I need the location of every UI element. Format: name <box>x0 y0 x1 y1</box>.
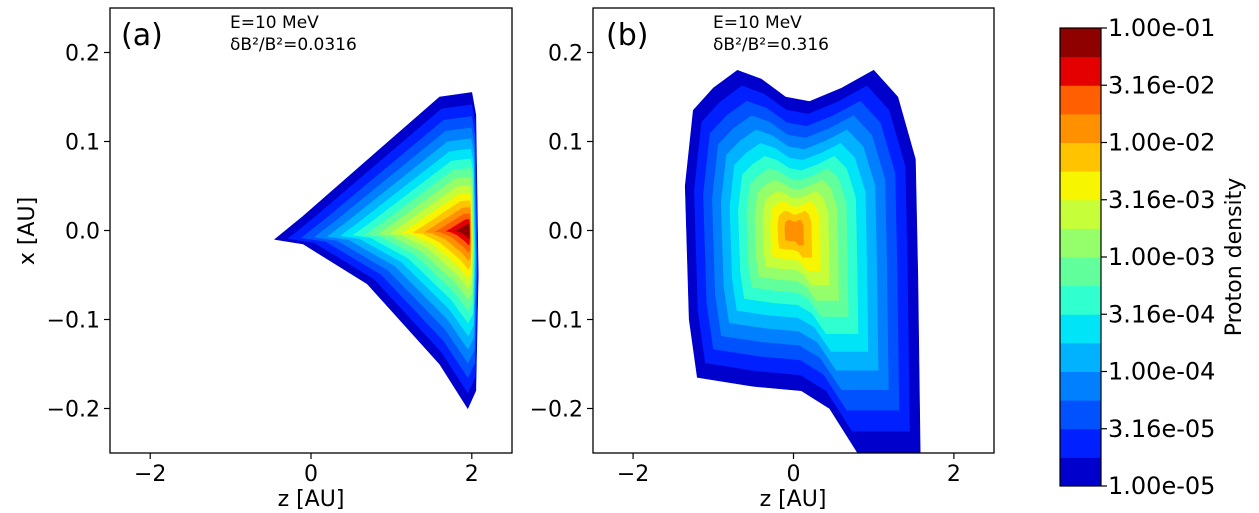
panel-b-energy-annotation: E=10 MeV <box>713 13 802 33</box>
colorbar-level-11 <box>1060 171 1101 201</box>
panel-b-turbulence-annotation: δB²/B²=0.316 <box>713 35 829 55</box>
colorbar-level-4 <box>1060 371 1101 401</box>
colorbar-level-1 <box>1060 457 1101 487</box>
panel-b-density-map <box>684 69 921 453</box>
panel-a-contour-level-16 <box>455 224 470 239</box>
panel-a-ytick-label: −0.1 <box>47 309 100 334</box>
colorbar-label: Proton density <box>1222 178 1247 337</box>
panel-a-energy-annotation: E=10 MeV <box>230 13 319 33</box>
panel-b-yticks: 0.2 0.1 0.0 −0.1 −0.2 <box>530 42 593 423</box>
colorbar-tick-label: 3.16e-03 <box>1108 186 1215 214</box>
colorbar-tick-label: 3.16e-02 <box>1108 71 1215 99</box>
panel-a-ytick-label: 0.0 <box>65 220 100 245</box>
panel-a-xtick-label: 2 <box>465 462 479 487</box>
colorbar-level-10 <box>1060 199 1101 229</box>
panel-a-turbulence-annotation: δB²/B²=0.0316 <box>230 35 357 55</box>
colorbar-level-7 <box>1060 285 1101 315</box>
colorbar-levels <box>1060 28 1101 487</box>
panel-b-ytick-label: 0.1 <box>548 131 583 156</box>
panel-b-xtick-label: −2 <box>617 462 649 487</box>
colorbar-level-8 <box>1060 257 1101 287</box>
colorbar-level-5 <box>1060 342 1101 372</box>
panel-a-ylabel: x [AU] <box>15 197 40 265</box>
panel-a-ytick-label: 0.2 <box>65 42 100 67</box>
colorbar-level-13 <box>1060 113 1101 143</box>
colorbar-level-3 <box>1060 400 1101 430</box>
colorbar-tick-label: 1.00e-05 <box>1108 472 1215 500</box>
panel-a-density-map <box>274 92 479 410</box>
panel-b-ytick-label: −0.1 <box>530 309 583 334</box>
panel-b-xtick-label: 2 <box>947 462 961 487</box>
panel-b-contour-level-13 <box>784 219 804 246</box>
colorbar-tick-label: 1.00e-04 <box>1108 358 1215 386</box>
panel-a-label: (a) <box>121 18 163 53</box>
colorbar-tick-label: 1.00e-01 <box>1108 14 1215 42</box>
colorbar-level-2 <box>1060 428 1101 458</box>
panel-a-xticks: −2 0 2 <box>134 453 479 487</box>
colorbar-tick-label: 3.16e-05 <box>1108 415 1215 443</box>
panel-b-ytick-label: 0.2 <box>548 42 583 67</box>
colorbar-tick-label: 3.16e-04 <box>1108 300 1215 328</box>
colorbar-ticks: 1.00e-01 3.16e-02 1.00e-02 3.16e-03 1.00e-03… <box>1101 14 1215 500</box>
panel-a-yticks: 0.2 0.1 0.0 −0.1 −0.2 <box>47 42 110 423</box>
panel-a: −2 0 2 0.2 0.1 0.0 −0.1 −0.2 (a) E=10 MeV δB²/… <box>15 7 513 512</box>
colorbar-level-14 <box>1060 85 1101 115</box>
colorbar-level-16 <box>1060 28 1101 58</box>
colorbar-level-15 <box>1060 56 1101 86</box>
panel-b-xticks: −2 0 2 <box>617 453 961 487</box>
panel-b-ytick-label: −0.2 <box>530 398 583 423</box>
panel-a-contour-level-15 <box>445 219 471 246</box>
panel-a-ytick-label: 0.1 <box>65 131 100 156</box>
colorbar-level-12 <box>1060 142 1101 172</box>
panel-b-xtick-label: 0 <box>787 462 801 487</box>
panel-a-xtick-label: 0 <box>304 462 318 487</box>
colorbar-tick-label: 1.00e-03 <box>1108 243 1215 271</box>
panel-a-xlabel: z [AU] <box>278 487 345 512</box>
panel-b-ytick-label: 0.0 <box>548 220 583 245</box>
panel-a-ytick-label: −0.2 <box>47 398 100 423</box>
colorbar-level-6 <box>1060 314 1101 344</box>
colorbar: 1.00e-01 3.16e-02 1.00e-02 3.16e-03 1.00e-03… <box>1059 14 1247 500</box>
colorbar-tick-label: 1.00e-02 <box>1108 129 1215 157</box>
panel-b: −2 0 2 0.2 0.1 0.0 −0.1 −0.2 (b) E=10 MeV δB²/… <box>530 7 995 512</box>
panel-a-xtick-label: −2 <box>134 462 166 487</box>
colorbar-level-9 <box>1060 228 1101 258</box>
panel-b-label: (b) <box>606 18 648 53</box>
panel-b-xlabel: z [AU] <box>760 487 827 512</box>
